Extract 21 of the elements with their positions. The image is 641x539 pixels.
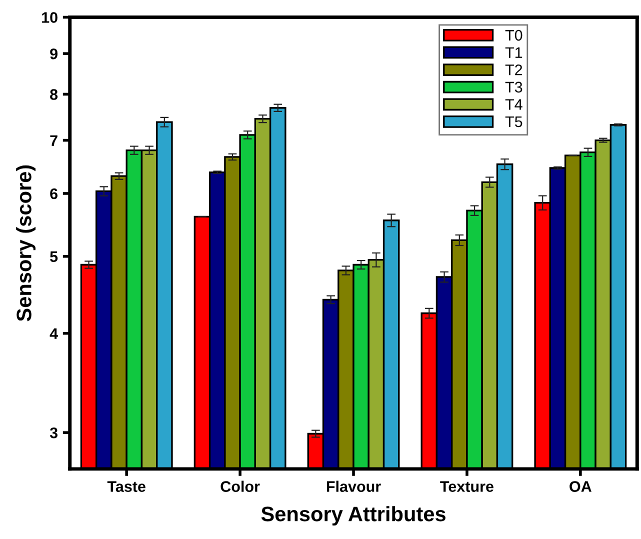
y-tick-label: 10	[42, 12, 58, 23]
y-tick-label: 5	[50, 251, 58, 262]
y-tick-label: 7	[50, 135, 58, 146]
x-tick-label: Taste	[107, 481, 146, 492]
x-tick-label: Texture	[440, 481, 494, 492]
x-tick-label: OA	[570, 481, 592, 492]
x-axis-title: Sensory Attributes	[261, 506, 446, 526]
legend-label: T5	[505, 116, 522, 128]
legend-label: T4	[505, 99, 522, 110]
y-tick-label: 4	[50, 328, 58, 339]
x-tick-label: Color	[220, 480, 260, 492]
legend-label: T3	[505, 82, 522, 93]
y-tick-label: 3	[50, 427, 58, 438]
legend-label: T1	[505, 47, 522, 58]
legend-label: T2	[505, 64, 522, 76]
y-axis-title: Sensory (score)	[16, 165, 36, 322]
y-tick-label: 8	[50, 89, 58, 100]
legend-label: T0	[505, 30, 522, 41]
y-tick-label: 9	[50, 48, 58, 60]
x-tick-label: Flavour	[326, 480, 381, 492]
y-tick-label: 6	[50, 188, 58, 200]
